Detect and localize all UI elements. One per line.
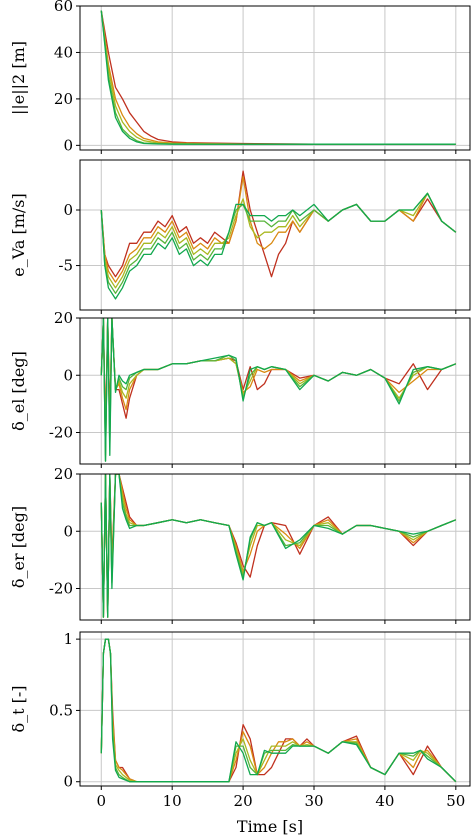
y-axis-label: δ_t [-]	[9, 685, 28, 732]
series-line-5	[100, 318, 457, 462]
y-axis-label: ||e||2 [m]	[9, 41, 28, 115]
series-line-5	[100, 474, 457, 618]
x-tick-label: 30	[304, 792, 323, 810]
series-line-3	[100, 10, 456, 145]
series-line-3	[100, 318, 457, 457]
x-tick-label: 40	[375, 792, 394, 810]
plot-frame	[79, 317, 471, 465]
series-line-3	[100, 474, 457, 618]
series-line-5	[100, 192, 457, 300]
y-tick-label: -20	[49, 580, 73, 598]
series-line-3	[100, 192, 457, 289]
series-line-1	[100, 474, 457, 618]
x-tick-label: 20	[234, 792, 253, 810]
y-tick-label: 1	[63, 630, 73, 648]
series-line-2	[100, 10, 456, 145]
y-tick-label: 20	[54, 90, 73, 108]
series-group	[100, 170, 457, 300]
series-line-2	[100, 318, 457, 448]
x-axis-label: Time [s]	[237, 817, 303, 836]
subplots: 0 20 40 60 ||e||2 [m] -5 0 e_Va [m/s] -20 0 20 δ_el…	[9, 0, 471, 810]
series-group	[100, 474, 457, 618]
plot-frame	[79, 159, 471, 311]
series-group	[100, 10, 456, 145]
y-tick-label: -20	[49, 424, 73, 442]
y-tick-label: 0	[63, 366, 73, 384]
series-group	[100, 318, 457, 462]
y-tick-label: 40	[54, 43, 73, 61]
subplot-3: -20 0 20 δ_el [deg]	[9, 309, 471, 468]
subplot-1: 0 20 40 60 ||e||2 [m]	[9, 0, 471, 154]
x-tick-label: 10	[163, 792, 182, 810]
series-line-2	[100, 176, 457, 283]
subplot-4: -20 0 20 δ_er [deg]	[9, 465, 471, 624]
y-tick-label: 0	[63, 136, 73, 154]
y-tick-label: 20	[54, 309, 73, 327]
series-line-5	[100, 638, 457, 783]
y-tick-label: 0.5	[49, 701, 73, 719]
y-tick-label: 0	[63, 773, 73, 791]
x-tick-label: 50	[446, 792, 465, 810]
x-tick-label: 0	[96, 792, 106, 810]
series-line-5	[100, 10, 456, 145]
y-tick-label: -5	[58, 257, 73, 275]
y-tick-label: 0	[63, 201, 73, 219]
series-line-1	[100, 170, 457, 278]
y-tick-label: 20	[54, 465, 73, 483]
series-group	[100, 638, 457, 783]
series-line-2	[100, 474, 457, 618]
plot-frame	[79, 631, 471, 787]
y-tick-label: 60	[54, 0, 73, 15]
y-axis-label: δ_er [deg]	[9, 506, 28, 588]
plot-frame	[79, 5, 471, 151]
y-axis-label: δ_el [deg]	[9, 351, 28, 431]
series-line-4	[100, 10, 456, 145]
series-line-4	[100, 474, 457, 618]
series-line-4	[100, 192, 457, 294]
plot-frame	[79, 473, 471, 621]
y-axis-label: e_Va [m/s]	[9, 193, 28, 276]
y-tick-label: 0	[63, 522, 73, 540]
series-line-1	[100, 10, 456, 145]
subplot-5: 00.510 10 20 30 40 50δ_t [-]	[9, 630, 471, 810]
subplot-2: -5 0 e_Va [m/s]	[9, 159, 471, 314]
